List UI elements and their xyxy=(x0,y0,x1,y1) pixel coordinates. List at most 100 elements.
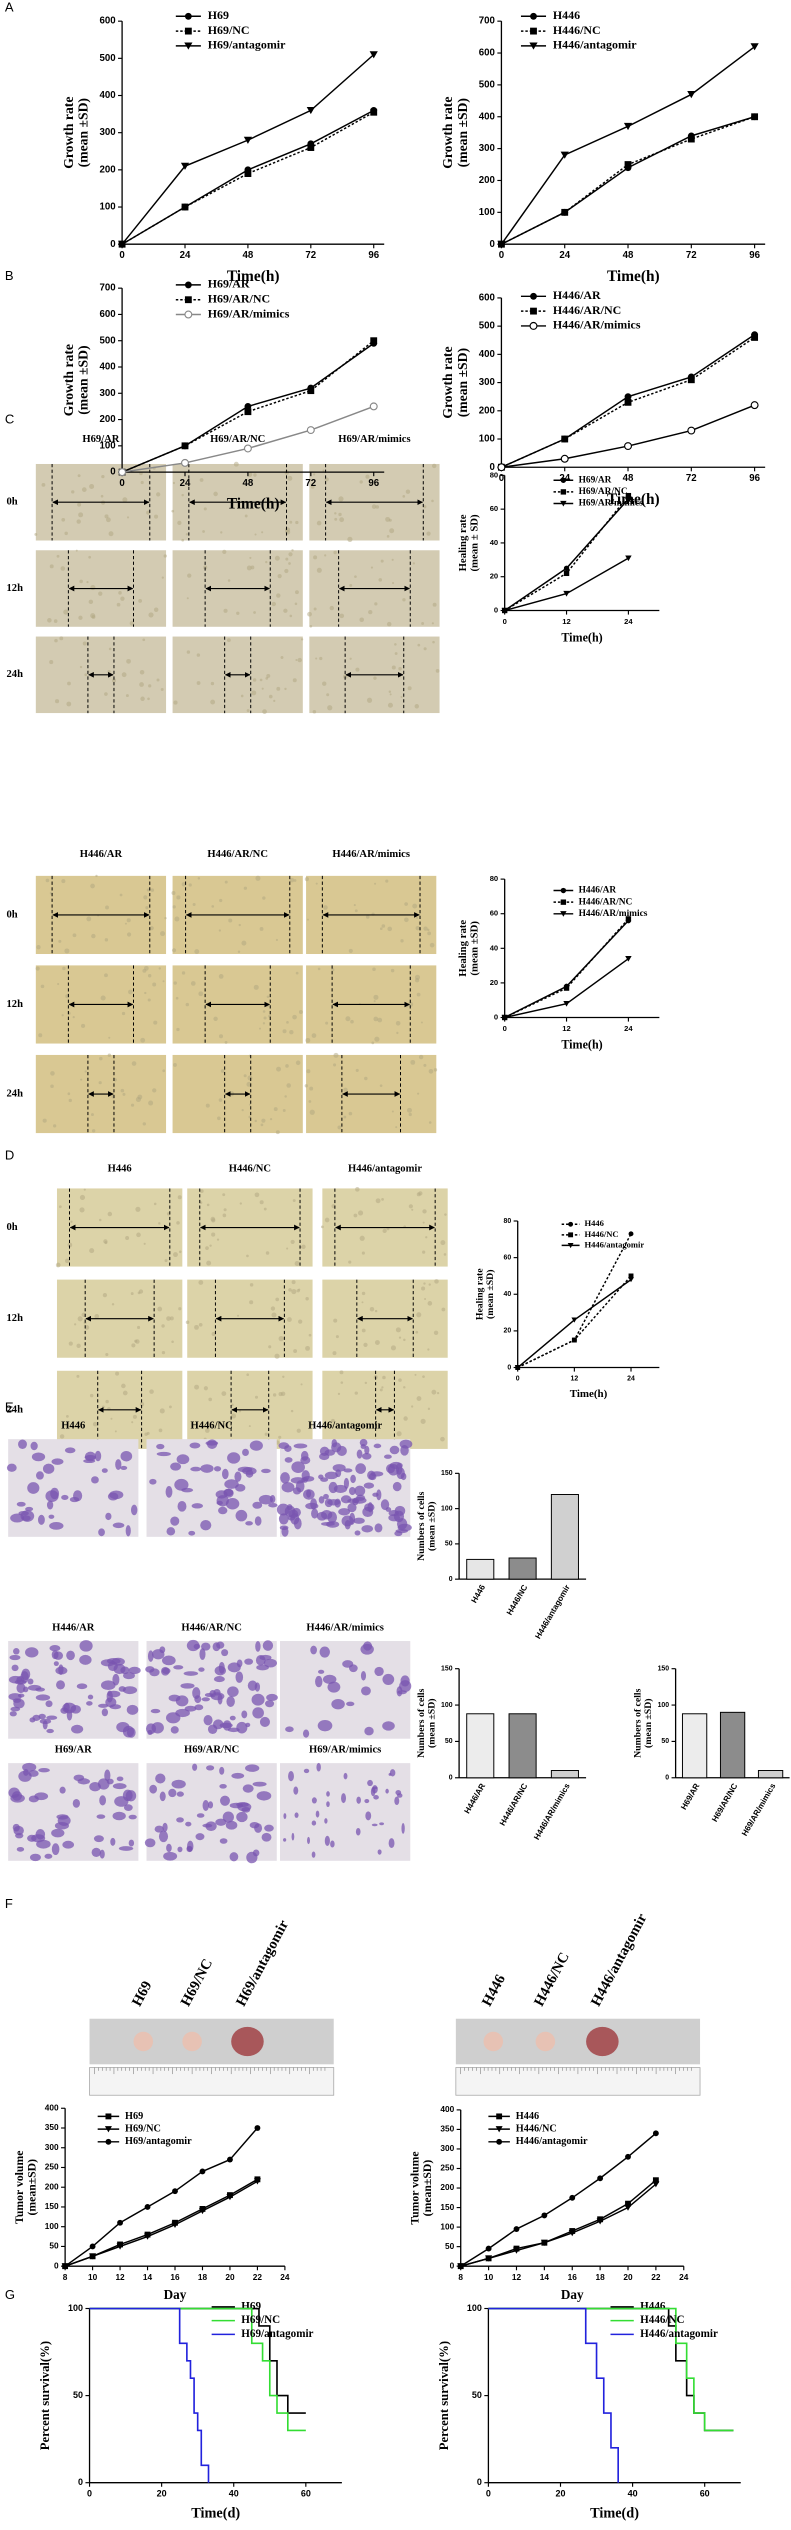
cell-stain xyxy=(112,1673,120,1686)
legend-label: H446/NC xyxy=(584,1229,618,1239)
x-tick-label: 20 xyxy=(225,2272,235,2282)
photo-texture xyxy=(246,1373,249,1377)
photo-texture xyxy=(372,967,376,971)
photo-texture xyxy=(171,1340,174,1344)
marker xyxy=(184,12,192,20)
cell-stain xyxy=(395,1463,403,1475)
photo-texture xyxy=(364,1381,368,1385)
photo-texture xyxy=(375,505,380,509)
photo-texture xyxy=(387,702,393,708)
cell-stain xyxy=(94,1450,102,1462)
cell-stain xyxy=(106,1778,114,1785)
photo-texture xyxy=(209,1244,212,1247)
photo-texture xyxy=(246,1254,249,1258)
cell-stain xyxy=(354,1530,361,1536)
photo-texture xyxy=(428,1283,431,1286)
cell-stain xyxy=(284,1457,293,1463)
y-tick-label: 500 xyxy=(479,79,495,90)
cell-stain xyxy=(223,1488,234,1498)
legend-label: H69/antagomir xyxy=(125,2136,192,2147)
cell-stain xyxy=(229,1852,239,1862)
cell-stain xyxy=(10,1706,21,1712)
marker xyxy=(495,2126,503,2133)
marker xyxy=(625,956,632,962)
photo-texture xyxy=(332,1351,337,1356)
photo-texture xyxy=(126,932,132,937)
x-tick-label: 72 xyxy=(305,250,316,261)
y-tick-label: 150 xyxy=(441,1666,453,1673)
photo-texture xyxy=(395,1126,398,1129)
panel-letter: B xyxy=(5,268,14,283)
marker xyxy=(306,426,315,435)
photo-texture xyxy=(248,1103,251,1106)
photo-texture xyxy=(126,918,131,923)
legend-label: H446/antagomir xyxy=(516,2136,588,2147)
y-tick-label: 40 xyxy=(504,1291,512,1298)
photo-texture xyxy=(374,1309,378,1313)
cell-stain xyxy=(45,1700,53,1708)
cell-stain xyxy=(14,1679,27,1685)
cell-stain xyxy=(213,1466,222,1472)
cell-stain xyxy=(99,1795,107,1806)
chart: 0 100 200 300 400 500 600 Growth rate (mean ±SD)… xyxy=(440,288,766,508)
photo-texture xyxy=(236,611,240,615)
marker xyxy=(181,203,189,211)
legend-label: H446/AR/mimics xyxy=(553,318,641,332)
y-tick-label: 50 xyxy=(49,2241,59,2251)
tumor-photo xyxy=(89,2018,334,2065)
x-tick-label: 40 xyxy=(628,2488,638,2498)
photo-texture xyxy=(282,1029,287,1034)
photo-texture xyxy=(396,1431,402,1437)
y-tick-label: 400 xyxy=(440,2104,454,2114)
cell-stain xyxy=(31,1452,46,1462)
cell-stain xyxy=(249,1440,263,1451)
photo-texture xyxy=(404,917,409,923)
photo-texture xyxy=(142,968,147,973)
photo-texture xyxy=(181,493,184,497)
photo-texture xyxy=(153,607,159,612)
y-axis-label: Growth rate xyxy=(440,346,455,418)
photo-texture xyxy=(381,1197,384,1201)
cell-stain xyxy=(319,1646,330,1658)
photo-texture xyxy=(89,1248,95,1254)
x-tick-label: 20 xyxy=(157,2488,167,2498)
legend-label: H69/NC xyxy=(208,23,250,37)
series-line xyxy=(517,1279,632,1369)
marker xyxy=(571,1317,578,1323)
cell-stain xyxy=(183,1671,199,1676)
photo-texture xyxy=(339,613,345,619)
photo-texture xyxy=(131,1421,134,1424)
legend-label: H446/AR xyxy=(553,288,601,302)
cell-stain xyxy=(29,1853,41,1862)
x-tick-label: 12 xyxy=(562,1024,570,1033)
photo-texture xyxy=(211,1218,216,1223)
photo-texture xyxy=(71,490,75,494)
photo-texture xyxy=(275,1297,280,1302)
cell-stain xyxy=(48,1514,55,1519)
photo-texture xyxy=(114,1430,117,1433)
x-axis-label: Time(h) xyxy=(607,268,660,285)
cell-stain xyxy=(177,1500,187,1512)
photo-texture xyxy=(338,512,342,517)
photo-texture xyxy=(211,1332,216,1337)
x-tick-label: 60 xyxy=(301,2488,311,2498)
y-axis-label: (mean±SD) xyxy=(26,2159,39,2216)
series-line xyxy=(501,404,755,468)
cell-stain xyxy=(377,1849,382,1855)
cell-stain xyxy=(159,1791,166,1802)
photo-texture xyxy=(417,643,421,647)
marker xyxy=(105,2138,112,2145)
panel-letter: G xyxy=(5,2287,15,2302)
cell-stain xyxy=(116,1776,124,1782)
photo-texture xyxy=(219,1034,224,1039)
marker xyxy=(687,135,695,143)
y-tick-label: 200 xyxy=(440,2182,454,2192)
photo-texture xyxy=(79,579,83,584)
cell-stain xyxy=(324,1835,330,1846)
photo-texture xyxy=(107,1211,113,1217)
photo-texture xyxy=(237,1314,240,1317)
photo-texture xyxy=(62,966,66,971)
photo-texture xyxy=(408,1204,413,1209)
photo-texture xyxy=(337,1392,341,1395)
photo-texture xyxy=(91,1129,96,1133)
